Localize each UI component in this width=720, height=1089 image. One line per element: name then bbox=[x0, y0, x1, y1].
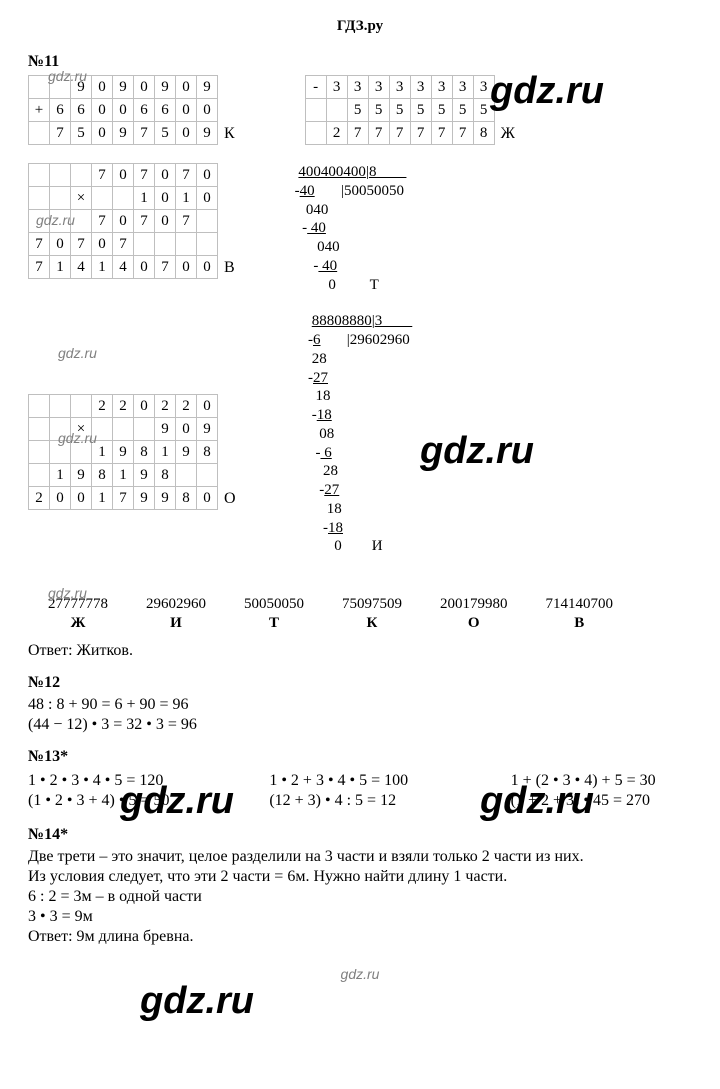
problem-11-row2: 707070 ×1010 70707 70707 714140700 В 400… bbox=[28, 163, 692, 294]
footer: gdz.ru bbox=[28, 966, 692, 982]
problem-11-answer: Ответ: Житков. bbox=[28, 642, 692, 660]
addition-k: 9090909 +66006600 75097509 bbox=[28, 75, 218, 145]
problem-11-title: №11 bbox=[28, 53, 692, 71]
letter-zh: Ж bbox=[501, 125, 515, 145]
p13-c2-l2: (12 + 3) • 4 : 5 = 12 bbox=[269, 792, 450, 810]
p12-line2: (44 − 12) • 3 = 32 • 3 = 96 bbox=[28, 716, 692, 734]
p14-l5: Ответ: 9м длина бревна. bbox=[28, 928, 692, 946]
problem-11-row1: 9090909 +66006600 75097509 К -33333333 5… bbox=[28, 75, 692, 145]
problem-14-title: №14* bbox=[28, 826, 692, 844]
multiplication-o: 220220 ×909 198198 198198 200179980 bbox=[28, 394, 218, 510]
letter-k: К bbox=[224, 125, 235, 145]
p13-c2-l1: 1 • 2 + 3 • 4 • 5 = 100 bbox=[269, 772, 450, 790]
letter-v: В bbox=[224, 259, 235, 279]
division-i: 88808880|3 -6 |29602960 28 -27 18 -18 08… bbox=[308, 312, 412, 556]
p14-l1: Две трети – это значит, целое разделили … bbox=[28, 848, 692, 866]
letter-o: О bbox=[224, 490, 236, 510]
p14-l2: Из условия следует, что эти 2 части = 6м… bbox=[28, 868, 692, 886]
p14-l4: 3 • 3 = 9м bbox=[28, 908, 692, 926]
problem-13-columns: 1 • 2 • 3 • 4 • 5 = 120 (1 • 2 • 3 + 4) … bbox=[28, 770, 692, 812]
p13-c1-l1: 1 • 2 • 3 • 4 • 5 = 120 bbox=[28, 772, 209, 790]
multiplication-v: 707070 ×1010 70707 70707 714140700 bbox=[28, 163, 218, 279]
p14-l3: 6 : 2 = 3м – в одной части bbox=[28, 888, 692, 906]
p13-c3-l1: 1 + (2 • 3 • 4) + 5 = 30 bbox=[511, 772, 692, 790]
p12-line1: 48 : 8 + 90 = 6 + 90 = 96 bbox=[28, 696, 692, 714]
problem-12-title: №12 bbox=[28, 674, 692, 692]
answer-mapping: 27777778 29602960 50050050 75097509 2001… bbox=[28, 594, 633, 634]
page-header: ГДЗ.ру bbox=[28, 18, 692, 35]
p13-c3-l2: (1 + 2 + 3) • 45 = 270 bbox=[511, 792, 692, 810]
p13-c1-l2: (1 • 2 • 3 + 4) • 5 = 50 bbox=[28, 792, 209, 810]
division-t: 400400400|8 -40 |50050050 040 - 40 040 -… bbox=[295, 163, 407, 294]
subtraction-zh: -33333333 5555555 27777778 bbox=[305, 75, 495, 145]
problem-13-title: №13* bbox=[28, 748, 692, 766]
